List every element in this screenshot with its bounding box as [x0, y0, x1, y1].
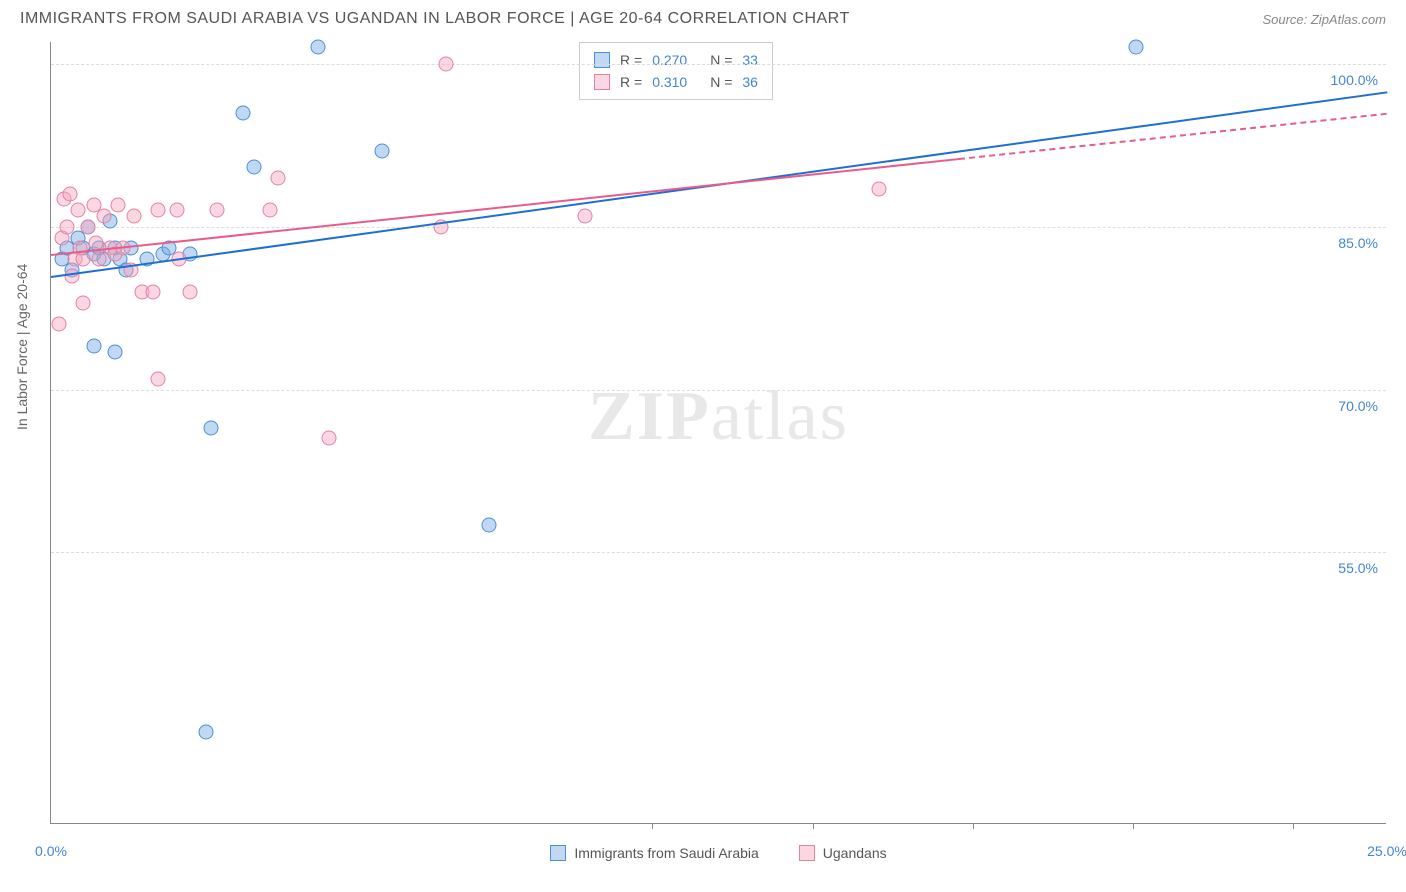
chart-title: IMMIGRANTS FROM SAUDI ARABIA VS UGANDAN … [20, 10, 850, 28]
x-tick-mark [1293, 823, 1294, 829]
ugandan-point [145, 284, 160, 299]
legend-r-value: 0.310 [652, 71, 700, 93]
legend-row: R = 0.310 N = 36 [594, 71, 758, 93]
ugandan-point [97, 208, 112, 223]
x-tick-mark [813, 823, 814, 829]
ugandan-point [76, 252, 91, 267]
series-legend: Immigrants from Saudi Arabia Ugandans [51, 845, 1386, 861]
y-tick-label: 70.0% [1338, 398, 1378, 414]
legend-item: Ugandans [799, 845, 887, 861]
saudi-point [375, 143, 390, 158]
ugandan-point [169, 203, 184, 218]
legend-swatch [594, 52, 610, 68]
ugandan-point [578, 208, 593, 223]
legend-swatch [594, 74, 610, 90]
gridline [51, 64, 1386, 65]
legend-row: R = 0.270 N = 33 [594, 49, 758, 71]
saudi-point [247, 159, 262, 174]
saudi-point [482, 518, 497, 533]
saudi-point [311, 40, 326, 55]
saudi-point [236, 105, 251, 120]
ugandan-point [321, 431, 336, 446]
legend-n-label: N = [710, 49, 732, 71]
legend-item: Immigrants from Saudi Arabia [550, 845, 758, 861]
ugandan-point [60, 219, 75, 234]
legend-swatch [550, 845, 566, 861]
saudi-point [1128, 40, 1143, 55]
ugandan-point [439, 56, 454, 71]
ugandan-point [70, 203, 85, 218]
saudi-point [204, 420, 219, 435]
y-axis-label: In Labor Force | Age 20-64 [14, 264, 30, 430]
ugandan-point [872, 181, 887, 196]
ugandan-point [52, 317, 67, 332]
ugandan-point [150, 371, 165, 386]
y-tick-label: 100.0% [1331, 72, 1378, 88]
y-tick-label: 85.0% [1338, 235, 1378, 251]
gridline [51, 227, 1386, 228]
trend-line [51, 158, 960, 256]
x-tick-label: 25.0% [1367, 843, 1406, 859]
ugandan-point [110, 197, 125, 212]
legend-series-label: Ugandans [823, 845, 887, 861]
scatter-chart: ZIPatlas R =0.270N =33R =0.310N =36 Immi… [50, 42, 1386, 824]
legend-swatch [799, 845, 815, 861]
saudi-point [198, 724, 213, 739]
legend-n-value: 33 [742, 49, 758, 71]
chart-source: Source: ZipAtlas.com [1262, 12, 1386, 27]
saudi-point [86, 339, 101, 354]
ugandan-point [182, 284, 197, 299]
x-tick-mark [652, 823, 653, 829]
ugandan-point [62, 187, 77, 202]
x-tick-label: 0.0% [35, 843, 67, 859]
legend-r-label: R = [620, 49, 642, 71]
gridline [51, 552, 1386, 553]
ugandan-point [271, 170, 286, 185]
ugandan-point [263, 203, 278, 218]
trend-line [959, 113, 1387, 160]
correlation-legend: R = 0.270 N = 33 R = 0.310 N = 36 [579, 42, 773, 100]
legend-n-label: N = [710, 71, 732, 93]
legend-r-value: 0.270 [652, 49, 700, 71]
legend-n-value: 36 [742, 71, 758, 93]
legend-r-label: R = [620, 71, 642, 93]
ugandan-point [209, 203, 224, 218]
ugandan-point [150, 203, 165, 218]
y-tick-label: 55.0% [1338, 560, 1378, 576]
ugandan-point [126, 208, 141, 223]
ugandan-point [81, 219, 96, 234]
saudi-point [108, 344, 123, 359]
ugandan-point [76, 295, 91, 310]
gridline [51, 390, 1386, 391]
legend-series-label: Immigrants from Saudi Arabia [574, 845, 758, 861]
x-tick-mark [973, 823, 974, 829]
x-tick-mark [1133, 823, 1134, 829]
